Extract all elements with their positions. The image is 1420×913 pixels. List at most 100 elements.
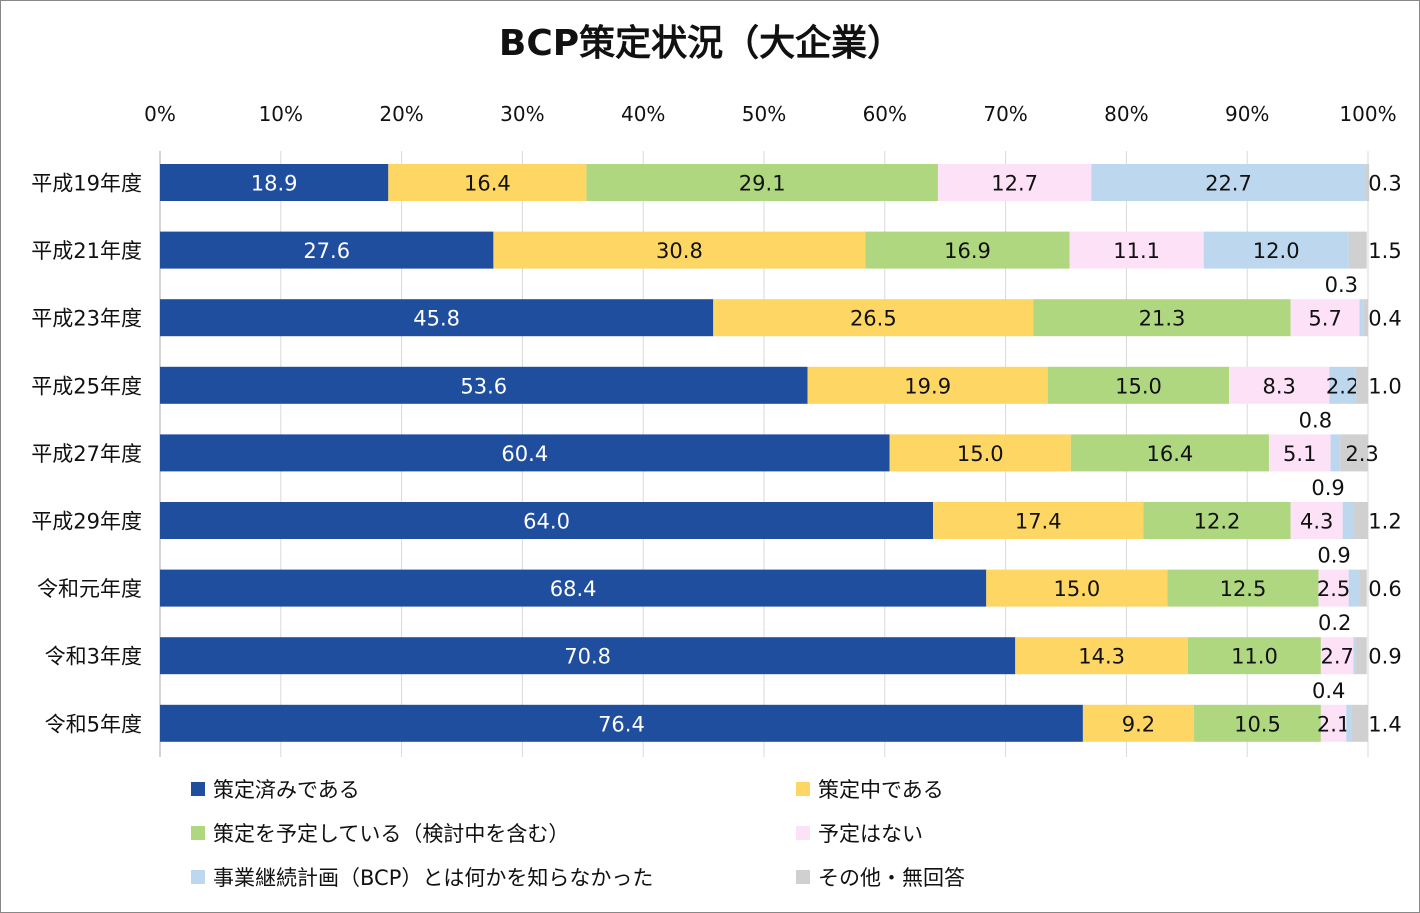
legend-label: その他・無回答 (818, 866, 965, 890)
legend-swatch (191, 870, 205, 884)
bar-segment (937, 164, 1092, 201)
legend-swatch (796, 870, 810, 884)
data-label: 0.9 (1311, 476, 1344, 500)
data-label: 11.1 (1113, 239, 1160, 263)
data-label: 26.5 (850, 307, 897, 331)
x-tick-label: 80% (1104, 102, 1148, 126)
x-tick-label: 30% (500, 102, 544, 126)
data-label: 27.6 (303, 239, 350, 263)
data-label: 0.4 (1312, 679, 1345, 703)
data-label: 21.3 (1139, 307, 1186, 331)
bar-segment (1318, 569, 1349, 607)
bar-segment (1268, 434, 1331, 472)
bar-segment (1342, 502, 1354, 539)
data-label: 5.1 (1283, 442, 1316, 466)
data-label: 12.7 (991, 172, 1038, 196)
data-label: 30.8 (656, 239, 703, 263)
data-label: 18.9 (251, 172, 298, 196)
data-label: 12.5 (1220, 577, 1267, 601)
x-tick-label: 50% (742, 102, 786, 126)
bar-segment (1143, 502, 1291, 539)
bar-segment (1320, 704, 1347, 742)
bar-segment (1047, 366, 1230, 404)
bar-segment (1091, 164, 1366, 201)
legend-label: 策定中である (818, 778, 944, 802)
data-label: 0.9 (1317, 544, 1350, 568)
bar-segment (1070, 434, 1269, 472)
data-label: 2.3 (1345, 442, 1378, 466)
data-label: 12.2 (1194, 510, 1241, 534)
y-category-label: 令和元年度 (37, 577, 142, 601)
bar-segment (160, 502, 934, 539)
bar-segment (1203, 231, 1349, 269)
bar-segment (1353, 637, 1356, 675)
data-label: 1.0 (1368, 374, 1401, 398)
bar-segment (160, 164, 389, 201)
bar-segment (1340, 434, 1368, 472)
data-label: 8.3 (1263, 374, 1296, 398)
x-tick-label: 60% (863, 102, 907, 126)
data-label: 15.0 (1115, 374, 1162, 398)
data-label: 0.8 (1299, 408, 1332, 432)
data-label: 17.4 (1015, 510, 1062, 534)
data-label: 5.7 (1308, 307, 1341, 331)
bar-segment (1363, 299, 1368, 337)
data-label: 0.3 (1325, 273, 1358, 297)
data-label: 0.4 (1368, 307, 1401, 331)
legend-swatch (796, 826, 810, 840)
data-label: 22.7 (1205, 172, 1252, 196)
bar-segment (493, 231, 866, 269)
bar-segment (1329, 366, 1356, 404)
x-tick-label: 100% (1339, 102, 1396, 126)
bar-segment (1355, 366, 1368, 404)
bar-segment (1353, 502, 1368, 539)
data-label: 1.4 (1368, 712, 1401, 736)
x-tick-label: 10% (259, 102, 303, 126)
data-label: 12.0 (1253, 239, 1300, 263)
x-tick-label: 20% (379, 102, 423, 126)
y-category-label: 令和5年度 (45, 712, 142, 736)
data-label: 1.2 (1368, 510, 1401, 534)
bar-segment (160, 231, 494, 269)
y-category-label: 令和3年度 (45, 645, 142, 669)
x-tick-label: 70% (983, 102, 1027, 126)
bar-segment (388, 164, 587, 201)
data-label: 2.1 (1317, 712, 1350, 736)
bar-segment (1033, 299, 1291, 337)
bar-segment (160, 299, 714, 337)
bar-segment (986, 569, 1168, 607)
data-label: 64.0 (523, 510, 570, 534)
bar-segment (1330, 434, 1341, 472)
bar-segment (807, 366, 1048, 404)
data-label: 2.2 (1326, 374, 1359, 398)
data-label: 14.3 (1078, 645, 1125, 669)
data-label: 4.3 (1300, 510, 1333, 534)
bar-segment (1359, 299, 1364, 337)
bar-segment (160, 434, 890, 472)
data-label: 53.6 (460, 374, 507, 398)
bar-segment (933, 502, 1144, 539)
data-label: 2.7 (1320, 645, 1353, 669)
bar-segment (1290, 502, 1343, 539)
bar-segment (1365, 164, 1370, 201)
legend-swatch (191, 782, 205, 796)
bar-segment (1229, 366, 1330, 404)
y-category-label: 平成23年度 (31, 307, 142, 331)
bar-segment (1355, 637, 1367, 675)
bar-segment (1359, 569, 1367, 607)
bar-segment (160, 569, 987, 607)
data-label: 10.5 (1234, 712, 1281, 736)
data-label: 16.4 (464, 172, 511, 196)
bar-segment (1351, 704, 1368, 742)
x-tick-label: 90% (1225, 102, 1269, 126)
y-category-label: 平成25年度 (31, 374, 142, 398)
data-label: 11.0 (1231, 645, 1278, 669)
bar-segment (160, 704, 1083, 742)
legend-label: 策定済みである (213, 778, 360, 802)
y-category-label: 平成21年度 (31, 239, 142, 263)
data-label: 0.2 (1318, 611, 1351, 635)
data-label: 1.5 (1368, 239, 1401, 263)
chart-title: BCP策定状況（大企業） (499, 22, 903, 64)
